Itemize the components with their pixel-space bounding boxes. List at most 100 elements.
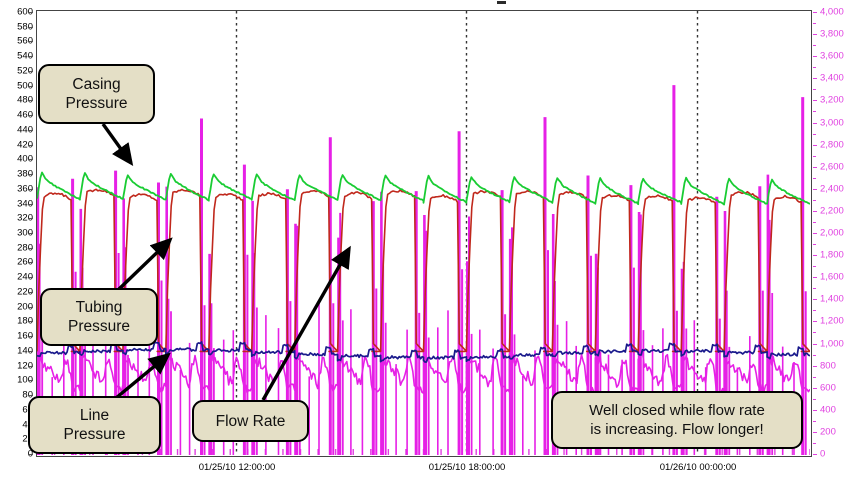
y-left-tick <box>29 306 33 308</box>
y-right-minor-tick <box>813 89 816 91</box>
y-left-tick-label: 200 <box>17 300 33 312</box>
y-right-minor-tick <box>813 12 816 13</box>
clipped-title-mark <box>497 1 506 4</box>
y-right-minor-tick <box>813 144 816 146</box>
x-axis: 01/25/10 12:00:00 01/25/10 18:00:00 01/26/… <box>0 458 846 478</box>
y-left-tick-label: 160 <box>17 330 33 342</box>
y-left-tick-label: 280 <box>17 241 33 253</box>
y-right-minor-tick <box>813 100 816 102</box>
y-right-tick-label: 4,000 <box>820 6 844 18</box>
y-left-tick <box>29 188 33 190</box>
callout-casing-line2: Pressure <box>65 95 128 112</box>
y-left-tick <box>29 395 33 397</box>
y-right-minor-tick <box>813 310 816 312</box>
y-left-tick <box>29 380 33 382</box>
y-right-minor-tick <box>813 210 816 212</box>
y-right-minor-tick <box>813 45 816 47</box>
callout-casing-pressure: Casing Pressure <box>38 64 155 124</box>
y-left-tick <box>29 144 33 146</box>
y-right-minor-tick <box>813 431 816 433</box>
y-left-tick <box>29 277 33 279</box>
y-right-minor-tick <box>813 188 816 190</box>
y-right-minor-tick <box>813 299 816 301</box>
y-right-tick-label: 1,000 <box>820 337 844 349</box>
y-left-tick-label: 140 <box>17 345 33 357</box>
y-left-tick <box>29 174 33 176</box>
callout-tubing-line1: Tubing <box>75 299 123 316</box>
y-right-minor-tick <box>813 133 816 135</box>
y-right-tick-label: 3,000 <box>820 116 844 128</box>
y-right-minor-tick <box>813 332 816 334</box>
x-tick-label: 01/25/10 18:00:00 <box>428 462 506 473</box>
y-left-tick-label: 340 <box>17 197 33 209</box>
y-left-tick <box>29 291 33 293</box>
callout-flow-rate: Flow Rate <box>192 400 309 442</box>
y-right-minor-tick <box>813 409 816 411</box>
y-right-tick-label: 400 <box>820 404 836 416</box>
y-left-tick <box>29 41 33 43</box>
y-left-tick <box>29 233 33 234</box>
y-right-tick-label: 3,800 <box>820 28 844 40</box>
y-left-tick <box>29 350 33 352</box>
y-right-minor-tick <box>813 398 816 400</box>
y-left-tick-label: 580 <box>17 20 33 32</box>
y-left-tick-label: 500 <box>17 79 33 91</box>
y-right-minor-tick <box>813 155 816 157</box>
y-right-minor-tick <box>813 78 816 80</box>
y-left-tick-label: 360 <box>17 183 33 195</box>
y-left-tick <box>29 336 33 338</box>
y-right-minor-tick <box>813 67 816 69</box>
y-right-minor-tick <box>813 277 816 279</box>
callout-annotation-note: Well closed while flow rate is increasin… <box>551 391 803 449</box>
y-right-minor-tick <box>813 376 816 378</box>
y-right-minor-tick <box>813 166 816 168</box>
y-right-tick-label: 800 <box>820 359 836 371</box>
y-left-tick <box>29 247 33 249</box>
y-right-minor-tick <box>813 266 816 268</box>
series-casing-pressure <box>37 171 810 206</box>
y-right-tick-label: 3,600 <box>820 50 844 62</box>
y-left-tick-label: 560 <box>17 35 33 47</box>
y-right-tick-label: 1,200 <box>820 315 844 327</box>
y-right-tick-label: 2,600 <box>820 160 844 172</box>
y-left-tick <box>29 70 33 72</box>
callout-casing-line1: Casing <box>72 76 121 93</box>
y-left-tick-label: 540 <box>17 50 33 62</box>
x-tick-label: 01/25/10 12:00:00 <box>198 462 276 473</box>
y-right-tick-label: 1,600 <box>820 271 844 283</box>
y-right-minor-tick <box>813 354 816 356</box>
y-left-tick <box>29 26 33 28</box>
y-left-tick-label: 20 <box>22 435 33 445</box>
y-right-tick-label: 200 <box>820 426 836 438</box>
y-right-minor-tick <box>813 321 816 323</box>
y-left-tick-label: 60 <box>22 405 33 415</box>
y-left-tick <box>29 12 33 13</box>
y-left-tick-label: 120 <box>17 359 33 371</box>
y-left-tick <box>29 85 33 87</box>
y-left-tick <box>29 100 33 102</box>
y-right-minor-tick <box>813 221 816 223</box>
callout-flow-line1: Flow Rate <box>215 412 286 430</box>
y-right-tick-label: 2,000 <box>820 227 844 239</box>
y-right-tick-label: 2,400 <box>820 183 844 195</box>
y-right-tick-label: 1,800 <box>820 249 844 261</box>
y-axis-right: 4,000 3,800 3,600 3,400 3,200 3,000 2,800 2,600… <box>812 0 846 478</box>
callout-line-line2: Pressure <box>63 426 126 443</box>
y-right-minor-tick <box>813 387 816 389</box>
callout-note-line1: Well closed while flow rate <box>589 402 765 419</box>
y-left-tick <box>29 365 33 367</box>
y-left-tick-label: 260 <box>17 256 33 268</box>
y-right-tick-label: 1,400 <box>820 293 844 305</box>
y-left-tick-label: 240 <box>17 271 33 283</box>
y-right-minor-tick <box>813 56 816 58</box>
y-right-minor-tick <box>813 34 816 36</box>
y-left-tick-label: 440 <box>17 124 33 136</box>
callout-line-line1: Line <box>79 407 110 424</box>
y-right-minor-tick <box>813 122 816 124</box>
y-right-minor-tick <box>813 454 816 455</box>
y-right-minor-tick <box>813 288 816 290</box>
y-axis-left: 600 580 560 540 520 500 480 460 440 420 400 380 360 3… <box>0 0 33 478</box>
y-left-tick <box>29 203 33 205</box>
y-right-minor-tick <box>813 244 816 246</box>
